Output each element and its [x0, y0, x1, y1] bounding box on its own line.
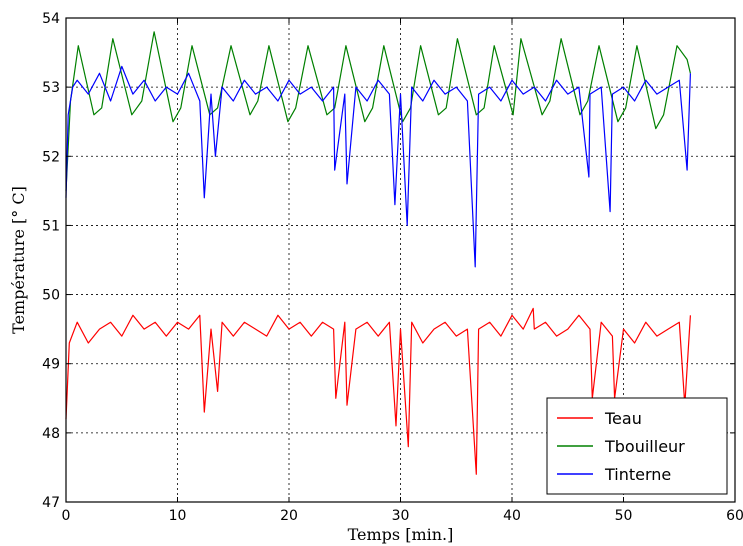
- series-line-tbouilleur: [65, 31, 691, 191]
- x-axis-label: Temps [min.]: [348, 525, 454, 544]
- y-tick-label: 52: [42, 149, 60, 165]
- grid-lines: [66, 18, 735, 502]
- x-tick-label: 30: [392, 508, 410, 524]
- legend: Teau Tbouilleur Tinterne: [546, 397, 728, 495]
- legend-label: Teau: [604, 409, 642, 428]
- y-tick-label: 53: [42, 80, 60, 96]
- y-tick-label: 49: [42, 357, 60, 373]
- x-tick-label: 0: [62, 508, 71, 524]
- y-axis-label: Température [° C]: [9, 186, 28, 334]
- series-line-tinterne: [65, 65, 691, 268]
- x-tick-label: 40: [503, 508, 521, 524]
- y-tick-label: 47: [42, 495, 60, 511]
- legend-label: Tinterne: [604, 465, 671, 484]
- y-tick-labels: 47 48 49 50 51 52 53 54: [42, 11, 60, 511]
- x-tick-label: 50: [615, 508, 633, 524]
- x-tick-label: 10: [169, 508, 187, 524]
- y-tick-label: 48: [42, 426, 60, 442]
- legend-label: Tbouilleur: [604, 437, 685, 456]
- x-tick-label: 20: [280, 508, 298, 524]
- axis-ticks: [65, 17, 736, 503]
- x-tick-label: 60: [726, 508, 743, 524]
- y-tick-label: 54: [42, 11, 60, 27]
- series-line-teau: [65, 307, 691, 475]
- y-tick-label: 51: [42, 218, 60, 234]
- x-tick-labels: 0 10 20 30 40 50 60: [62, 508, 743, 524]
- y-tick-label: 50: [42, 288, 60, 304]
- plot-series: [65, 31, 691, 475]
